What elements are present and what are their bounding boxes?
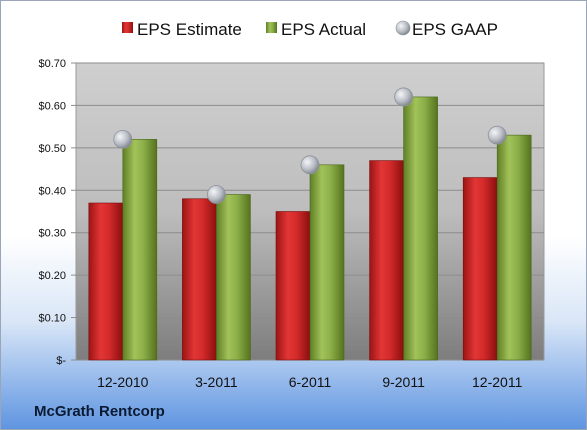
marker-gaap-12-2011	[487, 125, 507, 145]
y-tick-label-0: $-	[56, 355, 66, 367]
y-tick-label-1: $0.10	[38, 313, 66, 325]
bar-estimate-9-2011	[369, 160, 404, 361]
gaap-markers	[113, 87, 507, 204]
y-tick-label-2: $0.20	[38, 270, 66, 282]
bar-estimate-12-2010	[88, 202, 124, 361]
marker-gaap-12-2010	[113, 129, 133, 149]
y-tick-label-7: $0.70	[38, 58, 66, 70]
company-name: McGrath Rentcorp	[34, 403, 165, 420]
marker-gaap-3-2011	[206, 185, 226, 204]
y-tick-label-6: $0.60	[38, 100, 66, 112]
bar-estimate-12-2011	[462, 177, 498, 361]
bar-actual-6-2011	[309, 164, 345, 361]
bar-actual-9-2011	[403, 96, 438, 361]
bar-actual-12-2010	[122, 139, 158, 361]
marker-gaap-9-2011	[394, 87, 414, 107]
bar-actual-3-2011	[216, 194, 251, 361]
legend-swatch-1	[266, 22, 277, 33]
bar-estimate-3-2011	[182, 198, 217, 361]
legend: EPS Estimate EPS Actual EPS GAAP	[122, 20, 498, 39]
legend-label-0: EPS Estimate	[137, 20, 242, 39]
legend-swatch-0	[122, 22, 133, 33]
x-tick-label-6-2011: 6-2011	[289, 374, 332, 390]
legend-swatch-2	[395, 20, 411, 36]
bar-actual-12-2011	[496, 134, 532, 361]
legend-label-2: EPS GAAP	[412, 20, 498, 39]
x-axis-ticks: 12-2010 3-2011 6-2011 9-2011 12-2011	[97, 374, 522, 390]
bars	[88, 96, 532, 361]
y-tick-label-4: $0.40	[38, 185, 66, 197]
x-tick-label-12-2010: 12-2010	[97, 374, 149, 390]
x-tick-label-9-2011: 9-2011	[382, 374, 425, 390]
y-axis-ticks: $- $0.10 $0.20 $0.30 $0.40 $0.50 $0.60 $0.70	[38, 58, 76, 367]
y-tick-label-5: $0.50	[38, 143, 66, 155]
x-tick-label-12-2011: 12-2011	[472, 374, 523, 390]
bar-estimate-6-2011	[275, 211, 311, 361]
y-tick-label-3: $0.30	[38, 228, 66, 240]
x-tick-label-3-2011: 3-2011	[195, 374, 238, 390]
marker-gaap-6-2011	[300, 155, 320, 175]
legend-label-1: EPS Actual	[281, 20, 366, 39]
